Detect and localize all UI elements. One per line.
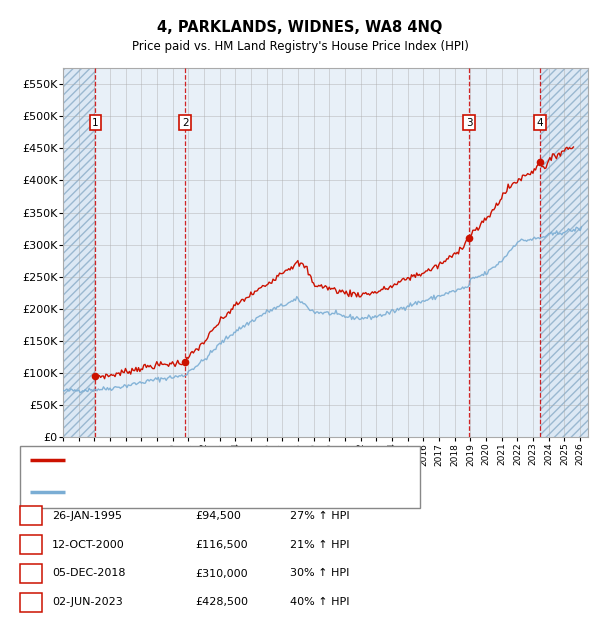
Text: £116,500: £116,500 bbox=[195, 539, 248, 549]
Text: £310,000: £310,000 bbox=[195, 569, 248, 578]
Text: 40% ↑ HPI: 40% ↑ HPI bbox=[290, 598, 349, 608]
Text: 4: 4 bbox=[28, 598, 35, 608]
Text: HPI: Average price, detached house, Halton: HPI: Average price, detached house, Halt… bbox=[72, 487, 315, 497]
Bar bbox=[95, 68, 540, 437]
Text: 3: 3 bbox=[28, 569, 35, 578]
Text: 05-DEC-2018: 05-DEC-2018 bbox=[52, 569, 125, 578]
FancyBboxPatch shape bbox=[20, 564, 42, 583]
Bar bbox=[63, 68, 95, 437]
FancyBboxPatch shape bbox=[20, 593, 42, 612]
FancyBboxPatch shape bbox=[20, 446, 420, 508]
Text: 30% ↑ HPI: 30% ↑ HPI bbox=[290, 569, 349, 578]
Text: £94,500: £94,500 bbox=[195, 511, 241, 521]
Bar bbox=[63, 68, 95, 437]
Text: 4: 4 bbox=[536, 118, 543, 128]
Bar bbox=[540, 68, 588, 437]
Text: 4, PARKLANDS, WIDNES, WA8 4NQ: 4, PARKLANDS, WIDNES, WA8 4NQ bbox=[157, 20, 443, 35]
Text: 4, PARKLANDS, WIDNES, WA8 4NQ (detached house): 4, PARKLANDS, WIDNES, WA8 4NQ (detached … bbox=[72, 455, 367, 465]
Text: 21% ↑ HPI: 21% ↑ HPI bbox=[290, 539, 349, 549]
Bar bbox=[540, 68, 588, 437]
Text: Price paid vs. HM Land Registry's House Price Index (HPI): Price paid vs. HM Land Registry's House … bbox=[131, 40, 469, 53]
Text: 2: 2 bbox=[28, 539, 35, 549]
FancyBboxPatch shape bbox=[20, 535, 42, 554]
Text: 12-OCT-2000: 12-OCT-2000 bbox=[52, 539, 125, 549]
Text: 3: 3 bbox=[466, 118, 473, 128]
Text: 1: 1 bbox=[92, 118, 99, 128]
Text: 2: 2 bbox=[182, 118, 188, 128]
Text: 27% ↑ HPI: 27% ↑ HPI bbox=[290, 511, 350, 521]
Text: £428,500: £428,500 bbox=[195, 598, 248, 608]
Text: 1: 1 bbox=[28, 511, 35, 521]
FancyBboxPatch shape bbox=[20, 507, 42, 525]
Text: 02-JUN-2023: 02-JUN-2023 bbox=[52, 598, 123, 608]
Text: 26-JAN-1995: 26-JAN-1995 bbox=[52, 511, 122, 521]
